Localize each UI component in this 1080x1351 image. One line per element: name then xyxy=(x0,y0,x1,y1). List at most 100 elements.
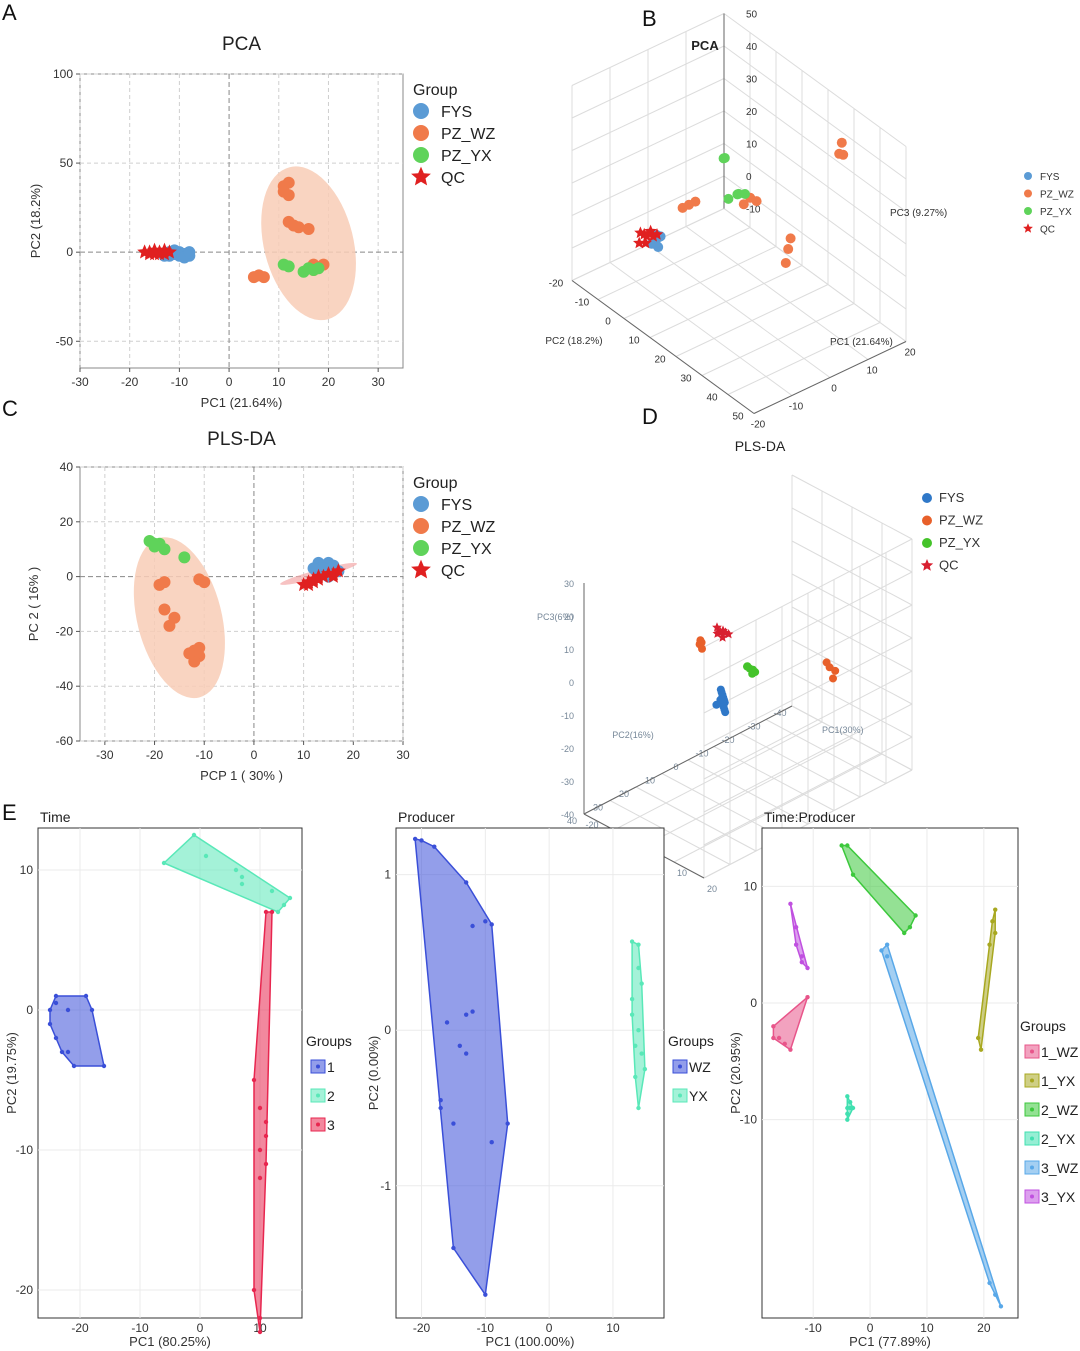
y-tick-label: -20 xyxy=(56,624,74,638)
point-pz-wz xyxy=(247,271,260,284)
point-3 xyxy=(269,909,275,915)
point-3-wz xyxy=(884,954,890,959)
x-tick-label: 30 xyxy=(371,375,385,389)
y-tick-label: -10 xyxy=(575,298,590,309)
y-axis-label: PC2 (18.2%) xyxy=(28,184,43,258)
point-wz xyxy=(444,1020,450,1025)
x-tick-label: -10 xyxy=(171,375,189,389)
legend-label-fys: FYS xyxy=(939,490,965,505)
legend-key-dot-2-yx xyxy=(1030,1136,1034,1141)
y-tick-label: 10 xyxy=(628,336,640,347)
chart-title: PCA xyxy=(691,38,719,53)
point-wz xyxy=(463,1012,469,1017)
legend-label-2-yx: 2_YX xyxy=(1041,1131,1076,1147)
point-qc xyxy=(301,577,316,592)
point-1-yx xyxy=(987,942,992,947)
point-pz-wz xyxy=(829,674,837,683)
point-pz-wz xyxy=(193,641,206,654)
point-3-wz xyxy=(884,942,890,947)
legend-label-pz-wz: PZ_WZ xyxy=(1040,190,1074,201)
wall-gridline xyxy=(791,507,913,573)
z-tick-label: 10 xyxy=(564,645,574,655)
point-wz xyxy=(489,922,494,927)
point-wz xyxy=(438,1098,443,1103)
point-wz xyxy=(470,1009,475,1014)
floor-gridline xyxy=(609,262,793,396)
y-axis-label: PC2 (0.00%) xyxy=(366,1036,381,1110)
chart-title: PLS-DA xyxy=(735,438,786,454)
legend-marker-qc xyxy=(411,559,431,579)
legend-title: Group xyxy=(413,475,458,492)
chart-d-plsda-3d: -20-1001020-40-30-20-10010203040-40-30-2… xyxy=(537,438,983,894)
point-wz xyxy=(483,919,488,924)
x-axis-label: PC1(30%) xyxy=(822,725,864,735)
point-2-yx xyxy=(845,1111,850,1117)
x-tick-label: -20 xyxy=(413,1321,431,1335)
legend-label-fys: FYS xyxy=(1040,172,1060,183)
legend-label-pz-yx: PZ_YX xyxy=(1040,207,1072,218)
legend-label-1-yx: 1_YX xyxy=(1041,1073,1076,1089)
point-2-yx xyxy=(845,1094,850,1099)
point-pz-wz xyxy=(836,137,847,148)
point-qc xyxy=(326,568,341,583)
chart-title: Time:Producer xyxy=(764,809,856,825)
wall-gridline xyxy=(723,110,907,245)
y-tick-label: -20 xyxy=(721,735,734,745)
point-1 xyxy=(71,1063,77,1069)
point-2-wz xyxy=(913,913,918,918)
y-tick-label: 40 xyxy=(567,816,577,826)
panel-label-c: C xyxy=(2,396,18,421)
point-3 xyxy=(251,1077,257,1083)
wall-gridline xyxy=(791,573,913,639)
point-qc xyxy=(639,236,652,249)
legend-label-pz-wz: PZ_WZ xyxy=(441,519,495,536)
legend-key-dot-2 xyxy=(316,1093,320,1098)
point-pz-wz xyxy=(282,189,295,202)
y-tick-label: -30 xyxy=(747,722,760,732)
point-2-wz xyxy=(845,843,850,848)
point-fys xyxy=(721,708,730,717)
x-tick-label: -30 xyxy=(96,748,114,762)
floor-gridline xyxy=(765,719,887,784)
panel-label-a: A xyxy=(2,0,17,25)
chart-c-plsda-2d: -30 -20 -10 0 10 20 30 -60 -40 -20 0 20 40 PLS-DA PCP … xyxy=(26,429,495,783)
point-pz-yx xyxy=(148,540,161,553)
point-1 xyxy=(53,1000,59,1006)
point-1-wz xyxy=(788,1047,793,1052)
x-tick-label: -10 xyxy=(196,748,214,762)
z-tick-label: 30 xyxy=(564,579,574,589)
point-1 xyxy=(47,1007,53,1013)
point-wz xyxy=(419,838,424,843)
point-qc xyxy=(306,574,321,589)
point-pz-wz xyxy=(698,644,706,653)
point-fys xyxy=(183,246,196,259)
point-2-yx xyxy=(845,1117,850,1122)
legend-key-dot-2-wz xyxy=(1030,1107,1034,1112)
point-wz xyxy=(451,1121,456,1126)
point-qc xyxy=(311,571,326,586)
point-pz-yx xyxy=(748,666,757,675)
y-tick-label: -40 xyxy=(56,679,74,693)
legend-label-fys: FYS xyxy=(441,104,472,121)
point-2 xyxy=(281,902,287,908)
legend-label-pz-wz: PZ_WZ xyxy=(441,126,495,143)
point-3-yx xyxy=(793,924,799,930)
point-wz xyxy=(451,1245,456,1251)
point-1 xyxy=(101,1063,107,1069)
point-pz-wz xyxy=(302,223,315,236)
x-tick-label: -20 xyxy=(585,820,598,830)
y-tick-label: 0 xyxy=(26,1003,33,1017)
panel-label-e: E xyxy=(2,800,17,825)
legend-title: Groups xyxy=(306,1033,352,1049)
point-2 xyxy=(233,867,239,873)
point-2 xyxy=(161,860,167,866)
legend-label-pz-yx: PZ_YX xyxy=(441,148,492,165)
x-tick-label: 10 xyxy=(677,868,687,878)
z-axis-label: PC3(6%) xyxy=(537,612,574,622)
point-qc xyxy=(634,226,647,239)
floor-gridline xyxy=(713,746,835,811)
wall-gridline xyxy=(571,110,725,184)
x-tick-label: 0 xyxy=(251,748,258,762)
legend-marker-pz-yx xyxy=(922,538,932,548)
